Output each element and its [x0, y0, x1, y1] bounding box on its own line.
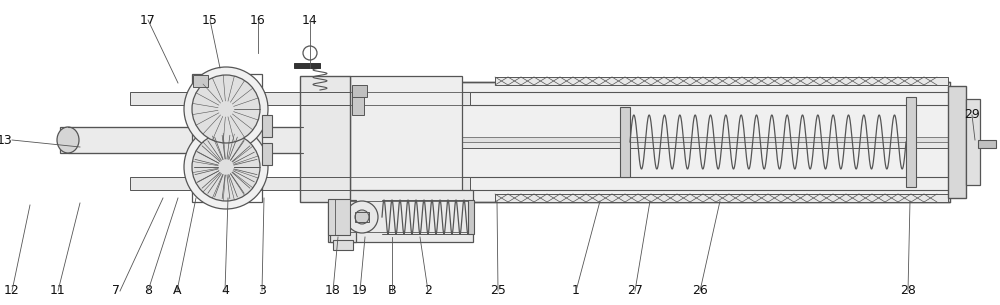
- Text: 11: 11: [50, 285, 66, 297]
- Bar: [978, 140, 996, 148]
- Text: 26: 26: [692, 285, 708, 297]
- Bar: [948, 86, 966, 198]
- Bar: [468, 200, 474, 234]
- Text: 27: 27: [627, 285, 643, 297]
- Circle shape: [184, 125, 268, 209]
- Text: 2: 2: [424, 285, 432, 297]
- Text: 19: 19: [352, 285, 368, 297]
- Circle shape: [192, 75, 260, 143]
- Bar: [262, 115, 272, 137]
- Bar: [328, 190, 473, 242]
- Text: B: B: [388, 285, 396, 297]
- Bar: [192, 74, 262, 202]
- Text: 3: 3: [258, 285, 266, 297]
- Circle shape: [184, 67, 268, 151]
- Bar: [495, 77, 948, 85]
- Text: 18: 18: [325, 285, 341, 297]
- Circle shape: [192, 133, 260, 201]
- Bar: [130, 140, 950, 148]
- Bar: [355, 212, 369, 222]
- Circle shape: [355, 210, 369, 224]
- Text: 7: 7: [112, 285, 120, 297]
- Bar: [620, 107, 630, 177]
- Bar: [906, 97, 916, 187]
- Text: 15: 15: [202, 13, 218, 27]
- Bar: [352, 85, 367, 97]
- Text: 17: 17: [140, 13, 156, 27]
- Text: A: A: [173, 285, 181, 297]
- Bar: [262, 143, 272, 165]
- Bar: [330, 200, 356, 242]
- Bar: [60, 127, 303, 153]
- Ellipse shape: [57, 127, 79, 153]
- Text: 1: 1: [572, 285, 580, 297]
- Bar: [328, 199, 350, 235]
- Bar: [966, 99, 980, 185]
- Text: 28: 28: [900, 285, 916, 297]
- Text: 16: 16: [250, 13, 266, 27]
- Bar: [460, 82, 950, 202]
- Bar: [130, 92, 470, 105]
- Bar: [495, 194, 948, 202]
- Text: 12: 12: [4, 285, 20, 297]
- Bar: [300, 76, 350, 202]
- Circle shape: [346, 201, 378, 233]
- Bar: [193, 75, 208, 87]
- Bar: [352, 90, 364, 115]
- Bar: [294, 63, 320, 68]
- Text: 13: 13: [0, 134, 12, 146]
- Bar: [130, 137, 950, 142]
- Text: 29: 29: [964, 109, 980, 121]
- Bar: [350, 76, 462, 202]
- Text: 14: 14: [302, 13, 318, 27]
- Text: 8: 8: [144, 285, 152, 297]
- Text: 25: 25: [490, 285, 506, 297]
- Bar: [130, 177, 470, 190]
- Text: 4: 4: [221, 285, 229, 297]
- Bar: [333, 240, 353, 250]
